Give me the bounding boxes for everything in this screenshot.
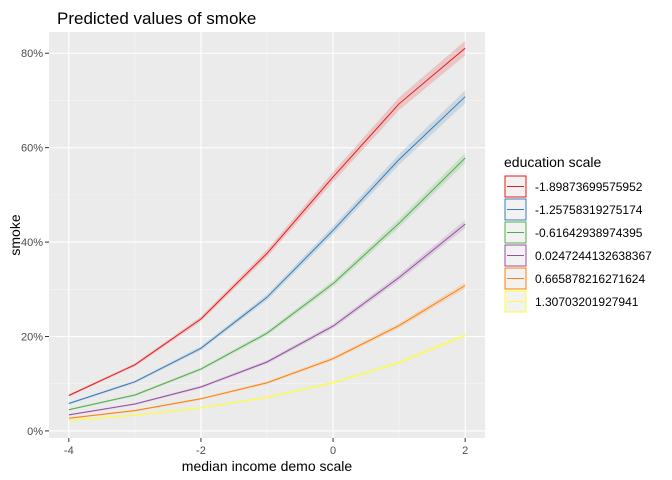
series-line (68, 223, 466, 416)
legend-title: education scale (504, 154, 602, 170)
y-tick-label: 40% (21, 237, 43, 249)
x-tick-label: 0 (330, 445, 336, 457)
y-axis-title: smoke (7, 214, 23, 255)
series-line (68, 47, 466, 396)
y-tick-label: 20% (21, 332, 43, 344)
series-line (68, 157, 466, 411)
y-tick-label: 0% (27, 426, 43, 438)
series-confidence-band (68, 40, 466, 397)
legend-label: -1.25758319275174 (535, 203, 643, 217)
legend-label: 0.665878216271624 (535, 272, 645, 286)
legend-label: 1.30703201927941 (535, 295, 639, 309)
y-axis-ticks: 0% 20% 40% 60% 80% (21, 48, 49, 438)
y-tick-label: 80% (21, 48, 43, 60)
x-tick-label: 2 (462, 445, 468, 457)
y-tick-label: 60% (21, 143, 43, 155)
series-line (68, 96, 466, 404)
x-tick-label: -2 (196, 445, 206, 457)
legend: -1.89873699575952 -1.25758319275174 -0.616… (504, 175, 652, 313)
legend-label: -0.61642938974395 (535, 226, 643, 240)
x-axis-ticks: -4 -2 0 2 (64, 438, 468, 457)
x-tick-label: -4 (64, 445, 74, 457)
chart-title: Predicted values of smoke (57, 9, 256, 28)
major-gridlines (49, 32, 485, 438)
legend-label: 0.0247244132638367 (535, 249, 652, 263)
minor-gridlines (49, 32, 485, 438)
legend-label: -1.89873699575952 (535, 180, 643, 194)
series-lines (68, 40, 466, 422)
series-line (68, 334, 466, 421)
x-axis-title: median income demo scale (182, 458, 353, 474)
series-line (68, 285, 466, 419)
